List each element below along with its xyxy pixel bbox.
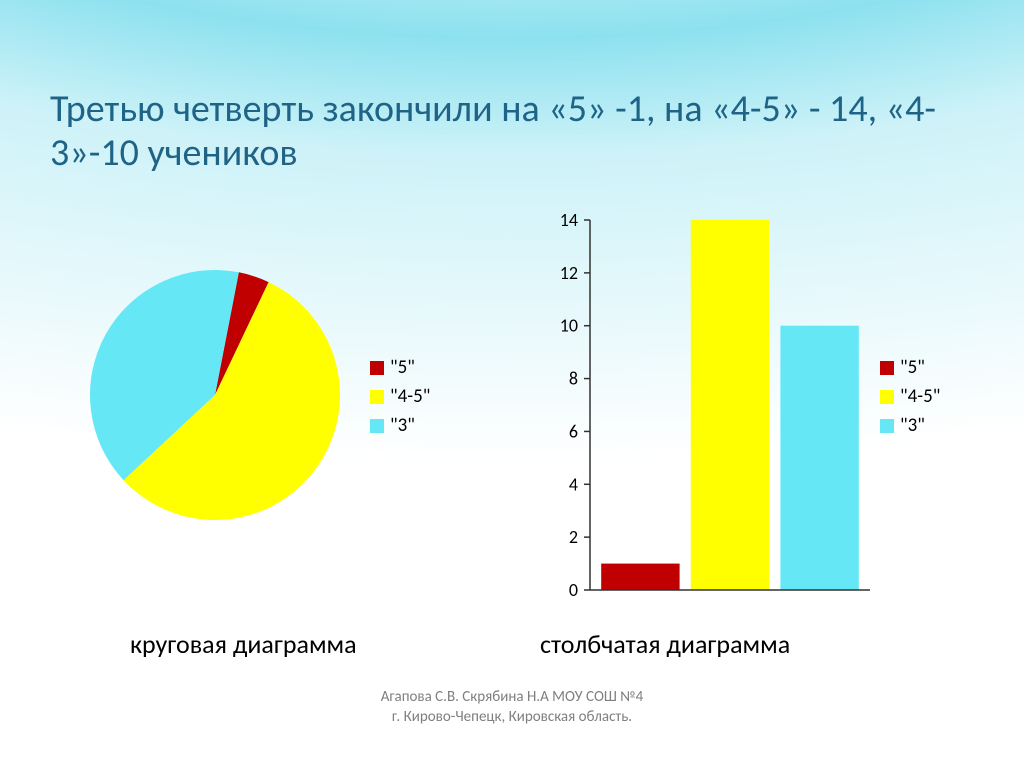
footer-line-1: Агапова С.В. Скрябина Н.А МОУ СОШ №4 [0,688,1024,708]
legend-label: "3" [390,414,415,437]
pie-caption: круговая диаграмма [130,628,357,660]
legend-item: "5" [880,356,940,379]
y-tick-label: 2 [569,526,578,548]
y-tick-label: 14 [560,210,578,231]
legend-swatch [880,361,894,375]
legend-item: "3" [370,414,430,437]
bar [601,564,679,590]
y-tick-label: 4 [569,473,578,495]
legend-swatch [880,390,894,404]
charts-area: "5" "4-5" "3" 0 2 4 6 8 10 12 14 "5" "4-5" "3" круг… [50,210,974,660]
bar [691,220,769,590]
y-tick-label: 0 [569,579,578,601]
pie-chart [90,270,340,525]
footer: Агапова С.В. Скрябина Н.А МОУ СОШ №4 г. … [0,688,1024,727]
bar-chart-svg: 0 2 4 6 8 10 12 14 [540,210,880,610]
bar-chart: 0 2 4 6 8 10 12 14 [540,210,880,615]
slide: Третью четверть закончили на «5» -1, на … [0,0,1024,768]
legend-label: "4-5" [900,385,940,408]
pie-chart-svg [90,270,340,520]
bar-legend: "5" "4-5" "3" [880,350,940,443]
bar-caption: столбчатая диаграмма [540,628,790,660]
legend-swatch [370,419,384,433]
legend-item: "4-5" [370,385,430,408]
legend-label: "5" [900,356,925,379]
legend-label: "5" [390,356,415,379]
legend-item: "5" [370,356,430,379]
legend-label: "3" [900,414,925,437]
y-tick-label: 6 [569,420,578,442]
legend-swatch [370,361,384,375]
y-tick-label: 12 [560,262,578,284]
y-tick-label: 8 [569,368,578,390]
page-title: Третью четверть закончили на «5» -1, на … [50,88,950,175]
legend-label: "4-5" [390,385,430,408]
footer-line-2: г. Кирово-Чепецк, Кировская область. [0,708,1024,728]
legend-item: "4-5" [880,385,940,408]
legend-swatch [880,419,894,433]
y-tick-label: 10 [560,315,578,337]
pie-legend: "5" "4-5" "3" [370,350,430,443]
legend-item: "3" [880,414,940,437]
legend-swatch [370,390,384,404]
bar [780,326,858,590]
